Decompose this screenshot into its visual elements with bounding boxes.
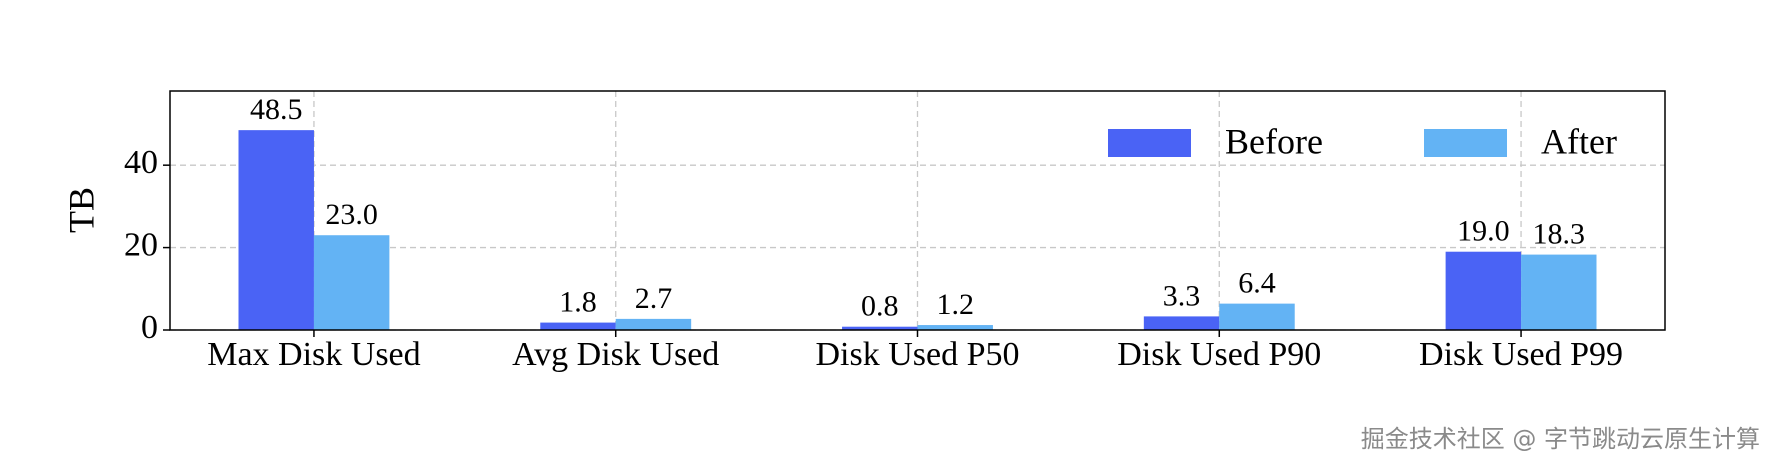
bar — [1445, 251, 1522, 330]
bar — [917, 325, 993, 330]
legend-swatch — [1424, 129, 1507, 157]
y-tick-label: 20 — [124, 226, 158, 263]
value-label: 2.7 — [635, 282, 673, 315]
value-label: 3.3 — [1163, 279, 1201, 312]
legend-swatch — [1108, 129, 1191, 157]
bar — [1219, 303, 1295, 330]
bar — [238, 130, 314, 330]
value-label: 1.2 — [936, 288, 974, 321]
bar — [1521, 254, 1597, 330]
y-tick-label: 40 — [124, 144, 158, 181]
x-tick-label: Disk Used P99 — [1419, 336, 1623, 373]
bar — [313, 235, 390, 330]
watermark: 掘金技术社区 @ 字节跳动云原生计算 — [1361, 425, 1760, 453]
bar — [615, 318, 692, 330]
legend-label: After — [1541, 121, 1617, 161]
bar — [842, 326, 918, 330]
x-tick-label: Max Disk Used — [207, 336, 420, 373]
y-tick-label: 0 — [141, 309, 158, 346]
x-tick-label: Avg Disk Used — [512, 336, 719, 373]
value-label: 18.3 — [1533, 217, 1586, 250]
bar — [1143, 316, 1220, 330]
y-axis-label: TB — [61, 187, 101, 233]
legend-label: Before — [1225, 121, 1323, 161]
value-label: 6.4 — [1238, 267, 1276, 300]
value-label: 48.5 — [250, 93, 303, 126]
x-tick-label: Disk Used P50 — [815, 336, 1019, 373]
value-label: 0.8 — [861, 290, 899, 323]
value-label: 23.0 — [325, 198, 378, 231]
bar — [540, 322, 616, 330]
value-label: 19.0 — [1457, 215, 1510, 248]
value-label: 1.8 — [559, 285, 597, 318]
plot-frame — [169, 90, 1666, 331]
x-tick-label: Disk Used P90 — [1117, 336, 1321, 373]
